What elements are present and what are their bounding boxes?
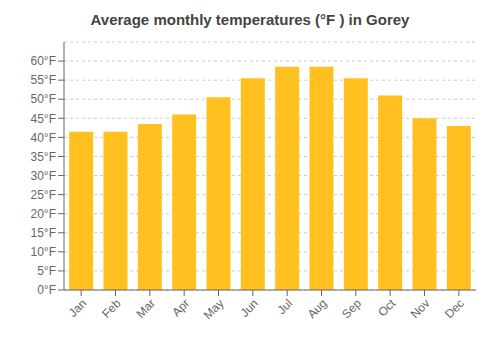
svg-text:Nov: Nov bbox=[408, 296, 433, 321]
svg-text:10°F: 10°F bbox=[31, 245, 56, 259]
svg-text:Jan: Jan bbox=[66, 296, 90, 320]
svg-text:55°F: 55°F bbox=[31, 73, 56, 87]
svg-text:Oct: Oct bbox=[375, 296, 399, 320]
svg-text:35°F: 35°F bbox=[31, 150, 56, 164]
svg-text:25°F: 25°F bbox=[31, 188, 56, 202]
svg-text:40°F: 40°F bbox=[31, 131, 56, 145]
svg-text:0°F: 0°F bbox=[37, 283, 56, 297]
svg-text:Apr: Apr bbox=[169, 296, 192, 319]
svg-text:May: May bbox=[201, 296, 227, 322]
svg-text:Feb: Feb bbox=[99, 296, 124, 321]
svg-text:60°F: 60°F bbox=[31, 54, 56, 68]
svg-text:50°F: 50°F bbox=[31, 92, 56, 106]
svg-text:30°F: 30°F bbox=[31, 169, 56, 183]
svg-text:20°F: 20°F bbox=[31, 207, 56, 221]
svg-text:15°F: 15°F bbox=[31, 226, 56, 240]
svg-text:5°F: 5°F bbox=[37, 264, 56, 278]
html-text:Average monthly temperatures (: Average monthly temperatures (°F ) in Go… bbox=[90, 11, 410, 28]
svg-text:Dec: Dec bbox=[442, 296, 467, 321]
svg-text:Mar: Mar bbox=[133, 296, 158, 321]
svg-text:Jul: Jul bbox=[275, 296, 296, 317]
svg-text:Sep: Sep bbox=[339, 296, 364, 321]
svg-text:Jun: Jun bbox=[237, 296, 261, 320]
svg-text:45°F: 45°F bbox=[31, 112, 56, 126]
svg-text:Aug: Aug bbox=[305, 296, 330, 321]
